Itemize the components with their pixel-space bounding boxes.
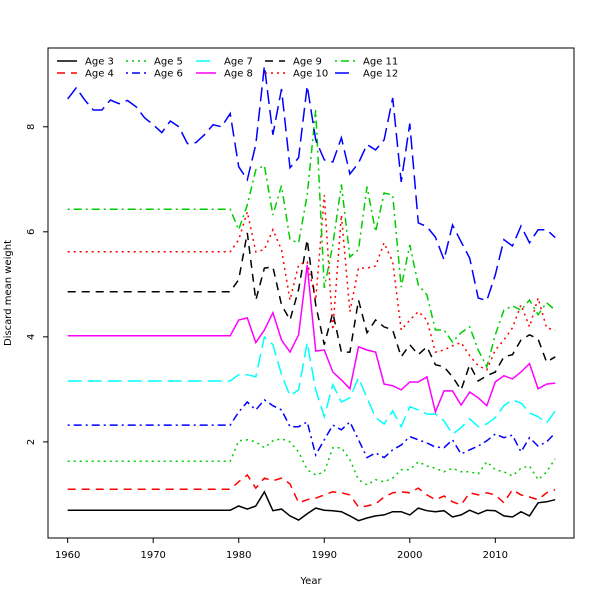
y-axis: 2 4 6 8 bbox=[26, 124, 48, 445]
x-tick-label: 1980 bbox=[226, 550, 251, 561]
legend-label: Age 11 bbox=[363, 57, 398, 68]
legend-item: Age 3 bbox=[57, 57, 114, 68]
legend-label: Age 12 bbox=[363, 69, 398, 80]
x-tick-label: 1960 bbox=[55, 550, 80, 561]
legend-label: Age 8 bbox=[224, 69, 253, 80]
legend-item: Age 11 bbox=[335, 57, 398, 68]
legend-item: Age 7 bbox=[196, 57, 253, 68]
legend-item: Age 8 bbox=[196, 69, 253, 80]
series-line-age-8 bbox=[67, 264, 556, 415]
legend-label: Age 4 bbox=[85, 69, 114, 80]
x-tick-label: 2000 bbox=[397, 550, 422, 561]
legend-item: Age 5 bbox=[126, 57, 183, 68]
series-line-age-10 bbox=[67, 195, 556, 371]
y-tick-label: 6 bbox=[26, 229, 37, 235]
series-line-age-9 bbox=[67, 232, 556, 392]
legend-label: Age 6 bbox=[154, 69, 183, 80]
legend-item: Age 6 bbox=[126, 69, 183, 80]
y-axis-label: Discard mean weight bbox=[3, 240, 14, 346]
series-line-age-4 bbox=[67, 473, 556, 508]
legend-label: Age 5 bbox=[154, 57, 183, 68]
series-line-age-6 bbox=[67, 398, 556, 459]
series-line-age-3 bbox=[67, 490, 556, 522]
legend-label: Age 7 bbox=[224, 57, 253, 68]
y-tick-label: 8 bbox=[26, 124, 37, 130]
series-line-age-12 bbox=[67, 65, 556, 302]
legend-item: Age 4 bbox=[57, 69, 114, 80]
x-tick-label: 2010 bbox=[483, 550, 508, 561]
legend-item: Age 12 bbox=[335, 69, 398, 80]
x-tick-label: 1970 bbox=[140, 550, 165, 561]
legend-label: Age 9 bbox=[293, 57, 322, 68]
legend-item: Age 10 bbox=[265, 69, 328, 80]
series-line-age-11 bbox=[67, 109, 556, 369]
x-axis: 1960 1970 1980 1990 2000 2010 bbox=[55, 538, 508, 561]
series-layer bbox=[67, 65, 556, 522]
legend-label: Age 10 bbox=[293, 69, 328, 80]
legend-item: Age 9 bbox=[265, 57, 322, 68]
x-axis-label: Year bbox=[299, 576, 322, 587]
x-tick-label: 1990 bbox=[312, 550, 337, 561]
y-tick-label: 4 bbox=[26, 334, 37, 340]
series-line-age-7 bbox=[67, 335, 556, 436]
series-line-age-5 bbox=[67, 437, 556, 486]
legend-label: Age 3 bbox=[85, 57, 114, 68]
plot-frame bbox=[47, 47, 575, 539]
y-tick-label: 2 bbox=[26, 439, 37, 445]
